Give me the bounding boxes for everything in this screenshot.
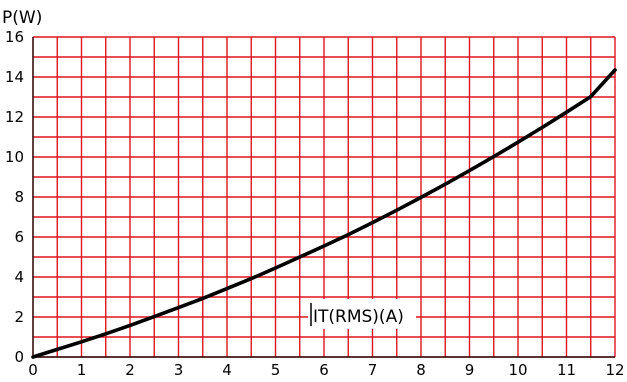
x-tick-label: 5 <box>271 361 281 379</box>
y-tick-label: 12 <box>5 108 24 126</box>
x-tick-label: 4 <box>222 361 232 379</box>
x-tick-label: 3 <box>174 361 184 379</box>
x-tick-label: 0 <box>28 361 38 379</box>
y-tick-label: 8 <box>14 188 24 206</box>
annotation-text: IT(RMS)(A) <box>313 307 404 327</box>
y-axis-label: P(W) <box>2 8 42 28</box>
y-tick-label: 14 <box>5 68 24 86</box>
axes <box>32 37 615 358</box>
y-tick-label: 6 <box>14 228 24 246</box>
y-tick-label: 10 <box>5 148 24 166</box>
y-tick-label: 4 <box>14 268 24 286</box>
x-tick-label: 9 <box>465 361 475 379</box>
series-layer <box>31 68 617 359</box>
y-tick-label: 16 <box>5 28 24 46</box>
x-tick-label: 7 <box>368 361 378 379</box>
x-tick-label: 12 <box>605 361 624 379</box>
x-tick-label: 10 <box>508 361 527 379</box>
series-line <box>31 68 617 359</box>
annotation-box: IT(RMS)(A) <box>308 299 416 329</box>
x-tick-label: 6 <box>319 361 329 379</box>
x-tick-label: 11 <box>557 361 576 379</box>
x-tick-label: 2 <box>125 361 135 379</box>
x-tick-label: 1 <box>77 361 87 379</box>
y-tick-label: 0 <box>14 348 24 366</box>
y-tick-label: 2 <box>14 308 24 326</box>
x-tick-label: 8 <box>416 361 426 379</box>
annotation-background <box>308 299 416 329</box>
